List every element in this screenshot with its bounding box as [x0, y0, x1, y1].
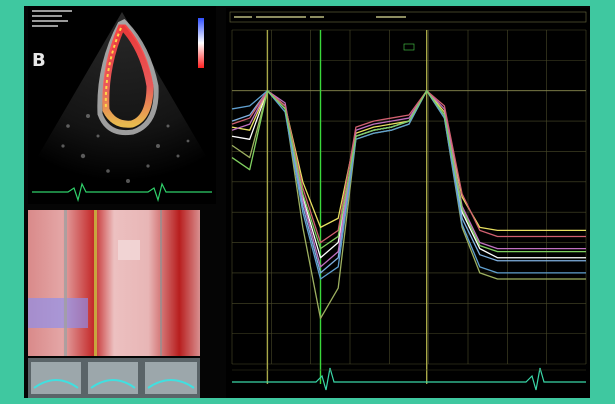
thumbnail-svg — [28, 358, 200, 398]
strain-overlay — [102, 24, 154, 128]
lv-wall — [97, 18, 159, 136]
panel-label: B — [32, 50, 46, 71]
echo-sector-svg — [28, 6, 216, 204]
blue-region — [28, 298, 88, 328]
color-scale-bar — [198, 18, 204, 68]
marker-line — [160, 210, 162, 356]
ecg-trace — [232, 367, 586, 391]
readout-box — [229, 11, 587, 23]
marker-line — [94, 210, 97, 356]
thumbnail-strip — [28, 358, 200, 398]
echo-ecg-trace — [32, 182, 212, 203]
color-strain-map — [28, 210, 200, 356]
strain-curve — [231, 90, 586, 244]
strain-map-svg — [28, 210, 200, 356]
strain-curve — [231, 90, 586, 253]
sector-fan — [38, 12, 206, 181]
left-column: B — [24, 6, 220, 398]
chart-grid — [231, 29, 587, 365]
image-frame: B — [24, 6, 590, 398]
strain-chart — [226, 8, 590, 398]
strain-chart-svg — [226, 8, 590, 398]
strain-curve — [231, 90, 586, 280]
tracking-points — [104, 27, 122, 111]
marker-line — [64, 210, 67, 356]
echo-sector-view: B — [28, 6, 216, 204]
cycle-markers — [266, 30, 428, 384]
strain-curves — [231, 90, 586, 320]
marker-label-box — [403, 43, 415, 51]
